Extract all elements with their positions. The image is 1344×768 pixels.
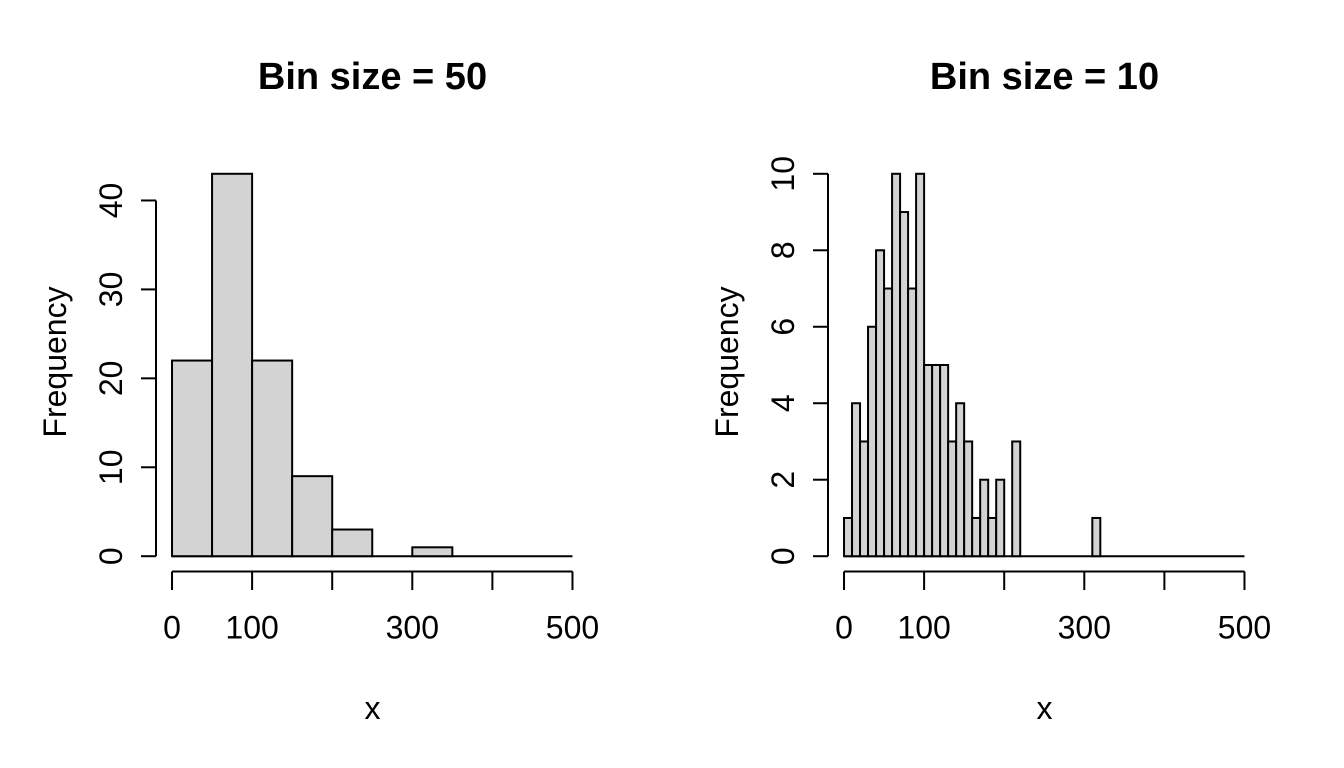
x-tick-label: 100 (897, 610, 950, 646)
y-tick-label: 2 (765, 471, 801, 489)
histogram-bar (923, 364, 934, 558)
panel-bin-size-50: Bin size = 50 Frequency 0 10 20 30 40 0 100 300… (37, 56, 599, 726)
histogram-bar (867, 325, 878, 558)
histogram-bar (883, 287, 894, 558)
histogram-bar (859, 440, 870, 558)
histogram-bar (915, 172, 926, 558)
x-tick-label: 300 (386, 610, 439, 646)
histogram-bar (955, 402, 966, 558)
histogram-bar (851, 402, 862, 558)
histogram-bar (899, 211, 910, 558)
y-tick-label: 30 (93, 272, 129, 308)
x-tick-label: 500 (1218, 610, 1271, 646)
y-tick-label: 0 (93, 547, 129, 565)
histogram-bar (1011, 440, 1022, 558)
x-tick-label: 0 (835, 610, 853, 646)
histogram-bar (411, 546, 454, 558)
y-tick-label: 20 (93, 361, 129, 397)
panel-bin-size-10: Bin size = 10 Frequency 0 2 4 6 8 10 0 100 300 50… (672, 0, 1344, 768)
y-tick-label: 10 (93, 449, 129, 485)
histogram-bar (995, 478, 1006, 558)
y-tick-label: 4 (765, 394, 801, 412)
x-tick-label: 500 (546, 610, 599, 646)
histogram-bar (251, 359, 294, 558)
histogram-plot-bin50: 0 10 20 30 40 0 100 300 500 (93, 172, 599, 646)
x-axis-label: x (1036, 690, 1053, 726)
histogram-bar (963, 440, 974, 558)
x-tick-label: 100 (225, 610, 278, 646)
y-tick-label: 0 (765, 547, 801, 565)
histogram-bar (979, 478, 990, 558)
y-tick-label: 40 (93, 183, 129, 219)
y-tick-label: 10 (765, 156, 801, 192)
histogram-bar (947, 440, 958, 558)
histogram-bar (211, 172, 254, 558)
x-tick-label: 300 (1058, 610, 1111, 646)
y-tick-label: 6 (765, 318, 801, 336)
chart-title: Bin size = 10 (929, 56, 1160, 98)
x-axis-label: x (364, 690, 381, 726)
histogram-bar (291, 475, 334, 558)
histogram-bar (1091, 516, 1102, 558)
histogram-bar (987, 516, 998, 558)
histogram-bar (843, 516, 854, 558)
chart-title: Bin size = 50 (257, 56, 488, 98)
x-tick-label: 0 (163, 610, 181, 646)
y-tick-label: 8 (765, 241, 801, 259)
histogram-bar (931, 364, 942, 558)
histogram-bar (331, 528, 374, 558)
histogram-bar (971, 516, 982, 558)
histogram-bar (907, 287, 918, 558)
histogram-bar (891, 172, 902, 558)
histogram-bar (171, 359, 214, 558)
histogram-bar (875, 249, 886, 558)
histogram-bar (939, 364, 950, 558)
